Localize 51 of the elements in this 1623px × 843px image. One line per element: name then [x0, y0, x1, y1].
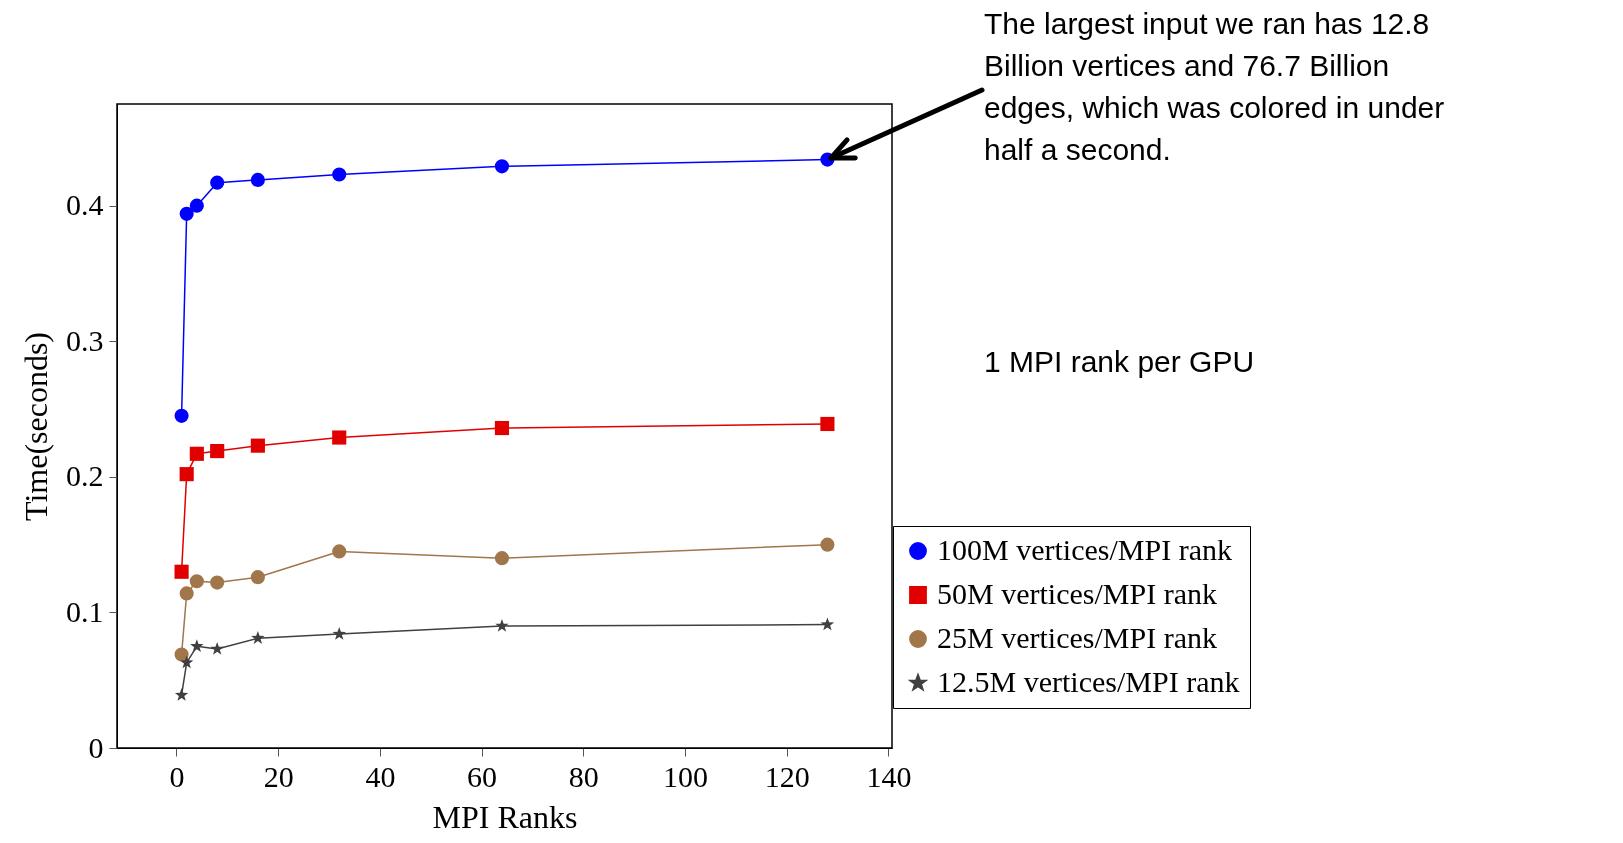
point: [189, 574, 204, 589]
point: [250, 438, 265, 453]
point: [179, 586, 194, 601]
x-tick-label: 100: [663, 759, 709, 793]
point: [174, 564, 189, 579]
legend-label: 100M vertices/MPI rank: [937, 533, 1232, 566]
point: [494, 551, 510, 566]
y-tick-label: 0.2: [66, 459, 104, 493]
point: [332, 167, 347, 182]
legend-label: 12.5M vertices/MPI rank: [937, 665, 1240, 698]
y-tick-label: 0.4: [66, 188, 104, 222]
point: [174, 408, 189, 423]
point: [189, 198, 204, 213]
x-tick-label: 60: [467, 759, 498, 793]
point: [495, 618, 509, 632]
point: [210, 641, 224, 655]
y-axis-title: Time(seconds): [18, 331, 54, 522]
legend-label: 25M vertices/MPI rank: [937, 621, 1217, 654]
point: [250, 172, 265, 187]
point: [332, 544, 347, 559]
point: [210, 175, 225, 190]
point: [494, 159, 510, 174]
point: [179, 206, 194, 221]
point: [820, 416, 835, 432]
x-tick-label: 120: [764, 759, 810, 793]
point: [250, 570, 265, 585]
y-tick-label: 0: [88, 730, 104, 764]
point: [189, 446, 204, 461]
x-tick-label: 80: [568, 759, 599, 793]
point: [210, 575, 225, 590]
text: 1 MPI rank per GPU: [984, 345, 1255, 378]
legend-label: 50M vertices/MPI rank: [937, 577, 1217, 610]
point: [820, 617, 835, 631]
annotation: The largest input we ran has 12.8 Billion vertices and 76.7 Billion edges, which was colored in under half a second.: [984, 7, 1445, 166]
point: [820, 537, 835, 552]
x-tick-label: 0: [169, 759, 185, 793]
point: [174, 688, 189, 701]
point: [332, 627, 346, 640]
x-tick-label: 20: [263, 759, 294, 793]
x-axis-title: MPI Ranks: [432, 798, 578, 835]
x-tick-label: 40: [365, 759, 396, 793]
y-tick-label: 0.3: [66, 323, 104, 357]
point: [332, 430, 347, 445]
point: [251, 631, 265, 644]
x-tick-label: 140: [866, 759, 912, 793]
point: [210, 444, 225, 459]
point: [179, 467, 194, 482]
point: [190, 639, 204, 653]
point: [494, 420, 510, 436]
y-tick-label: 0.1: [66, 594, 104, 628]
point: [179, 655, 194, 669]
